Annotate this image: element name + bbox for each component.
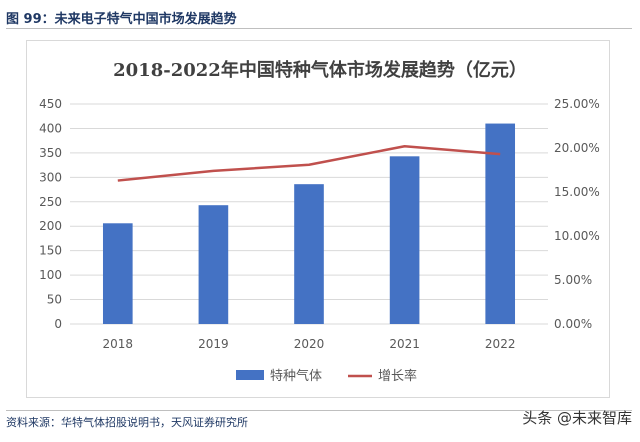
- x-tick-label: 2019: [198, 337, 229, 351]
- bar: [294, 184, 324, 324]
- y-left-tick-label: 100: [39, 268, 62, 282]
- x-tick-label: 2022: [485, 337, 516, 351]
- legend-swatch-bar: [236, 370, 264, 380]
- x-tick-label: 2021: [389, 337, 420, 351]
- source-note: 资料来源：华特气体招股说明书，天风证券研究所: [6, 416, 248, 429]
- legend-label-line: 增长率: [378, 368, 417, 384]
- bar: [102, 223, 133, 324]
- y-left-tick-label: 150: [39, 244, 62, 258]
- legend-label-bar: 特种气体: [270, 368, 322, 384]
- growth-rate-line: [117, 144, 501, 182]
- y-right-tick-label: 15.00%: [554, 185, 600, 199]
- y-left-tick-label: 300: [39, 170, 62, 184]
- y-right-tick-label: 10.00%: [554, 229, 600, 243]
- bar: [389, 156, 420, 324]
- y-left-tick-label: 350: [39, 146, 62, 160]
- y-left-tick-label: 0: [54, 317, 62, 331]
- y-right-tick-label: 5.00%: [554, 273, 592, 287]
- y-right-tick-label: 0.00%: [554, 317, 592, 331]
- bar: [198, 205, 229, 324]
- bottom-rule: [6, 410, 632, 411]
- y-left-tick-label: 450: [39, 97, 62, 111]
- watermark: 头条 @未来智库: [522, 407, 632, 428]
- y-right-tick-label: 20.00%: [554, 141, 600, 155]
- figure-caption: 图 99：未来电子特气中国市场发展趋势: [6, 12, 237, 27]
- top-rule: [6, 28, 632, 29]
- x-tick-label: 2018: [103, 337, 134, 351]
- bar: [485, 123, 516, 324]
- watermark-text: 头条 @未来智库: [522, 409, 632, 427]
- chart-frame: [26, 40, 610, 398]
- x-tick-label: 2020: [294, 337, 325, 351]
- y-left-tick-label: 200: [39, 219, 62, 233]
- chart-title: 2018-2022年中国特种气体市场发展趋势（亿元）: [113, 59, 527, 81]
- y-left-tick-label: 50: [47, 293, 62, 307]
- y-left-tick-label: 250: [39, 195, 62, 209]
- y-right-tick-label: 25.00%: [554, 97, 600, 111]
- y-left-tick-label: 400: [39, 121, 62, 135]
